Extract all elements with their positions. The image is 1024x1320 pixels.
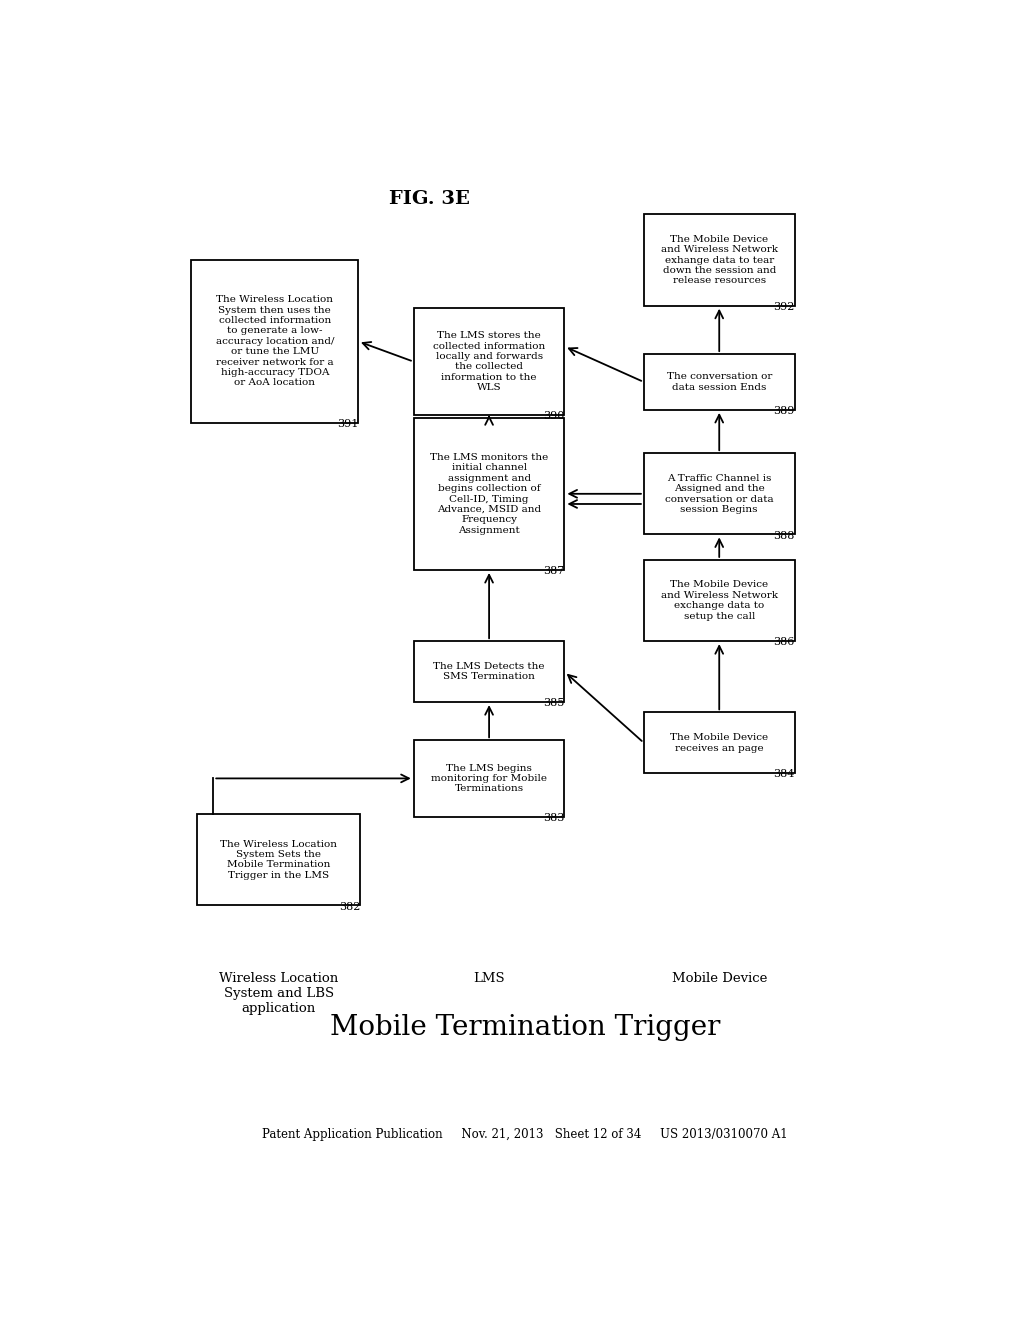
- Text: 388: 388: [773, 531, 795, 541]
- Text: The LMS begins
monitoring for Mobile
Terminations: The LMS begins monitoring for Mobile Ter…: [431, 763, 547, 793]
- Text: Patent Application Publication     Nov. 21, 2013   Sheet 12 of 34     US 2013/03: Patent Application Publication Nov. 21, …: [262, 1127, 787, 1140]
- Text: 385: 385: [543, 698, 564, 709]
- Text: Wireless Location
System and LBS
application: Wireless Location System and LBS applica…: [219, 972, 338, 1015]
- Text: 386: 386: [773, 638, 795, 647]
- Bar: [644, 214, 795, 306]
- Bar: [644, 354, 795, 411]
- Text: Mobile Device: Mobile Device: [672, 972, 767, 985]
- Text: A Traffic Channel is
Assigned and the
conversation or data
session Begins: A Traffic Channel is Assigned and the co…: [665, 474, 773, 513]
- Text: FIG. 3E: FIG. 3E: [389, 190, 470, 209]
- Bar: [414, 642, 564, 702]
- Text: 384: 384: [773, 770, 795, 779]
- Text: The Mobile Device
receives an page: The Mobile Device receives an page: [670, 733, 768, 752]
- Bar: [644, 713, 795, 774]
- Bar: [198, 814, 360, 906]
- Text: 387: 387: [543, 566, 564, 576]
- Text: 383: 383: [543, 813, 564, 822]
- Text: 389: 389: [773, 407, 795, 416]
- Text: 382: 382: [339, 902, 360, 912]
- Text: The Wireless Location
System then uses the
collected information
to generate a l: The Wireless Location System then uses t…: [216, 296, 334, 388]
- Text: 390: 390: [543, 411, 564, 421]
- Text: The Mobile Device
and Wireless Network
exhange data to tear
down the session and: The Mobile Device and Wireless Network e…: [660, 235, 778, 285]
- Text: Mobile Termination Trigger: Mobile Termination Trigger: [330, 1014, 720, 1041]
- Bar: [644, 453, 795, 535]
- Text: The Wireless Location
System Sets the
Mobile Termination
Trigger in the LMS: The Wireless Location System Sets the Mo…: [220, 840, 337, 880]
- Text: The LMS monitors the
initial channel
assignment and
begins collection of
Cell-ID: The LMS monitors the initial channel ass…: [430, 453, 548, 535]
- Bar: [191, 260, 358, 422]
- Text: The LMS stores the
collected information
locally and forwards
the collected
info: The LMS stores the collected information…: [433, 331, 545, 392]
- Text: The conversation or
data session Ends: The conversation or data session Ends: [667, 372, 772, 392]
- Bar: [414, 741, 564, 817]
- Bar: [414, 309, 564, 414]
- Bar: [644, 560, 795, 642]
- Text: The LMS Detects the
SMS Termination: The LMS Detects the SMS Termination: [433, 663, 545, 681]
- Text: The Mobile Device
and Wireless Network
exchange data to
setup the call: The Mobile Device and Wireless Network e…: [660, 581, 778, 620]
- Bar: [414, 417, 564, 570]
- Text: 391: 391: [337, 418, 358, 429]
- Text: LMS: LMS: [473, 972, 505, 985]
- Text: 392: 392: [773, 302, 795, 312]
